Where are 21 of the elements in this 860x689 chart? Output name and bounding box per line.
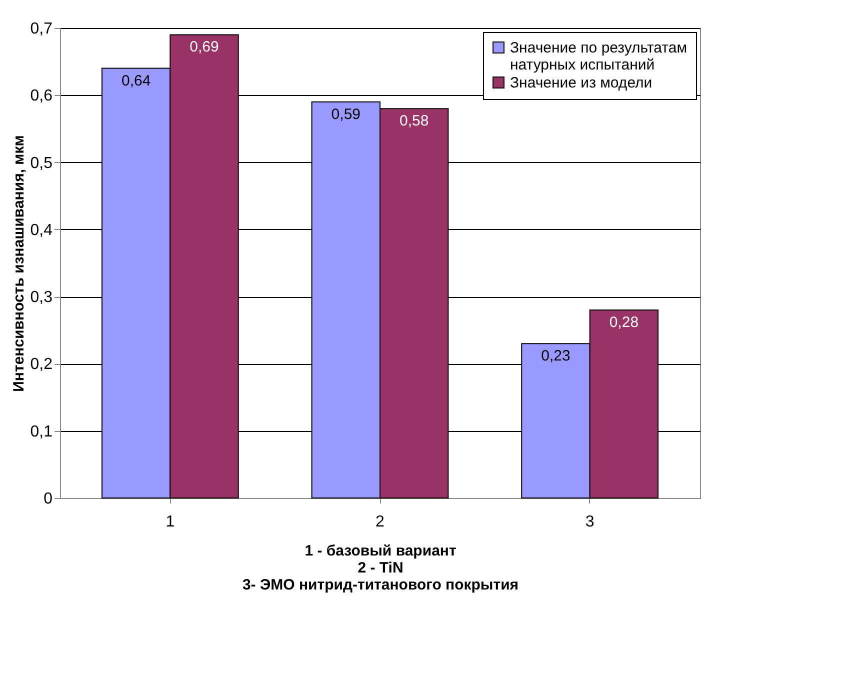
data-label: 0,23 bbox=[541, 348, 570, 365]
x-axis-title: 1 - базовый вариант 2 - TiN 3- ЭМО нитрид-титанового покрытия bbox=[242, 542, 519, 594]
y-tick-label: 0,4 bbox=[30, 222, 53, 239]
y-tick-label: 0,1 bbox=[30, 423, 53, 440]
x-tick-label: 2 bbox=[376, 514, 385, 530]
legend-label: Значение из модели bbox=[510, 74, 652, 92]
data-label: 0,69 bbox=[190, 38, 219, 56]
data-label: 0,59 bbox=[331, 106, 361, 123]
data-label: 0,58 bbox=[399, 112, 429, 130]
x-tick-label: 3 bbox=[585, 514, 594, 530]
y-tick-label: 0,2 bbox=[30, 356, 53, 374]
data-label: 0,64 bbox=[121, 72, 151, 90]
y-tick-label: 0,7 bbox=[30, 20, 53, 38]
data-label: 0,28 bbox=[609, 314, 639, 331]
legend-label: Значение по результатам натурных испытаний bbox=[510, 40, 688, 74]
y-tick-label: 0 bbox=[44, 490, 53, 508]
y-axis-title: Интенсивность изнашивания, мкм bbox=[10, 135, 28, 392]
x-tick-label: 1 bbox=[166, 514, 175, 530]
y-tick-label: 0,5 bbox=[30, 154, 53, 172]
y-tick-label: 0,3 bbox=[30, 289, 53, 306]
y-tick-label: 0,6 bbox=[30, 88, 53, 105]
